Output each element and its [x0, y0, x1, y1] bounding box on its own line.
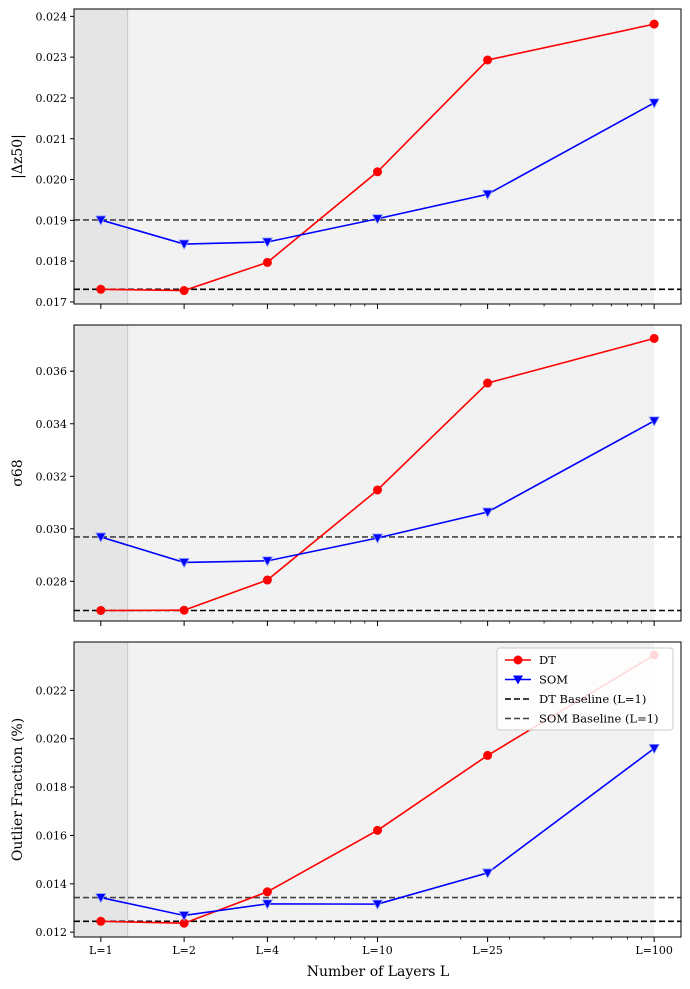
y-tick-label: 0.023 [36, 51, 68, 64]
legend-marker-dt [513, 655, 523, 665]
y-tick-label: 0.032 [36, 470, 68, 483]
shaded-region-1 [74, 642, 128, 937]
legend-entry-label: SOM Baseline (L=1) [539, 712, 659, 726]
y-tick-label: 0.020 [36, 733, 68, 746]
shaded-region-1 [74, 9, 128, 304]
dt-point [483, 55, 493, 65]
dt-point [373, 825, 382, 835]
som-point [481, 189, 494, 201]
dt-point [262, 887, 272, 897]
dt-point [96, 284, 106, 294]
dt-point [96, 916, 106, 926]
x-tick-label: L=2 [172, 944, 196, 957]
y-tick-label: 0.019 [36, 214, 68, 227]
y-axis-label: σ68 [10, 459, 26, 486]
som-point [178, 911, 190, 922]
som-point [261, 556, 274, 567]
y-tick-label: 0.028 [36, 575, 68, 588]
legend: DT SOM DT Baseline (L=1) SOM Baseline (L=1) [496, 647, 674, 731]
som-point [481, 868, 494, 879]
som-point [371, 214, 384, 225]
som-series-line [100, 747, 655, 917]
som-point [95, 532, 107, 543]
y-tick-label: 0.021 [36, 133, 68, 146]
som-point [178, 239, 190, 250]
dt-point [483, 378, 493, 388]
y-tick-label: 0.022 [36, 92, 68, 105]
y-tick-label: 0.024 [36, 10, 68, 23]
shaded-region-1 [74, 325, 128, 621]
som-point [481, 507, 494, 518]
y-tick-label: 0.014 [36, 878, 68, 891]
y-tick-label: 0.034 [36, 418, 68, 431]
dt-point [373, 167, 382, 177]
dt-series-line [100, 654, 655, 925]
legend-entry-label: SOM [539, 673, 568, 687]
dt-point [262, 575, 272, 585]
y-tick-label: 0.030 [36, 523, 68, 536]
dt-series-line [100, 337, 655, 612]
legend-box [496, 647, 674, 731]
y-tick-label: 0.022 [36, 684, 68, 697]
y-axis-label: Outlier Fraction (%) [10, 718, 26, 861]
legend-entry-label: DT Baseline (L=1) [539, 692, 646, 706]
legend-marker-som [513, 675, 523, 685]
y-axis-label: |Δz50| [10, 134, 26, 179]
y-tick-label: 0.016 [36, 829, 68, 842]
shaded-region-2 [127, 9, 655, 304]
y-tick-label: 0.018 [36, 255, 68, 268]
som-series-line [100, 420, 655, 564]
x-tick-label: L=25 [472, 944, 503, 957]
dt-point [483, 750, 493, 760]
dt-point [179, 918, 189, 928]
y-tick-label: 0.020 [36, 174, 68, 187]
x-tick-label: L=4 [256, 944, 280, 957]
som-point [95, 215, 107, 226]
som-point [371, 533, 384, 544]
legend-entry-label: DT [539, 653, 556, 667]
y-tick-label: 0.012 [36, 926, 68, 939]
dt-point [649, 19, 659, 29]
som-point [648, 743, 660, 755]
y-tick-label: 0.017 [36, 296, 68, 309]
som-point [178, 558, 190, 569]
som-series-line [100, 102, 655, 245]
panel-2: 0.028 0.030 0.032 0.034 0.036 σ68 [10, 324, 682, 626]
dt-series-line [100, 23, 655, 292]
panel-1: 0.017 0.018 0.019 0.020 0.021 0.022 0.023 0.024… [10, 8, 682, 309]
som-point [371, 899, 384, 910]
som-point [648, 416, 660, 427]
shaded-region-2 [127, 325, 655, 621]
dt-point [373, 485, 382, 495]
x-tick-label: L=10 [362, 944, 393, 957]
dt-point [179, 286, 189, 296]
dt-point [96, 605, 106, 615]
som-point [648, 98, 660, 109]
som-point [261, 899, 274, 910]
dt-point [262, 257, 272, 267]
som-point [261, 237, 274, 248]
y-tick-label: 0.018 [36, 781, 68, 794]
x-axis-label: Number of Layers L [307, 964, 449, 980]
y-tick-label: 0.036 [36, 365, 68, 378]
dt-point [649, 333, 659, 343]
dt-point [179, 605, 189, 615]
x-tick-label: L=1 [89, 944, 113, 957]
x-tick-label: L=100 [635, 944, 673, 957]
som-point [95, 893, 107, 904]
